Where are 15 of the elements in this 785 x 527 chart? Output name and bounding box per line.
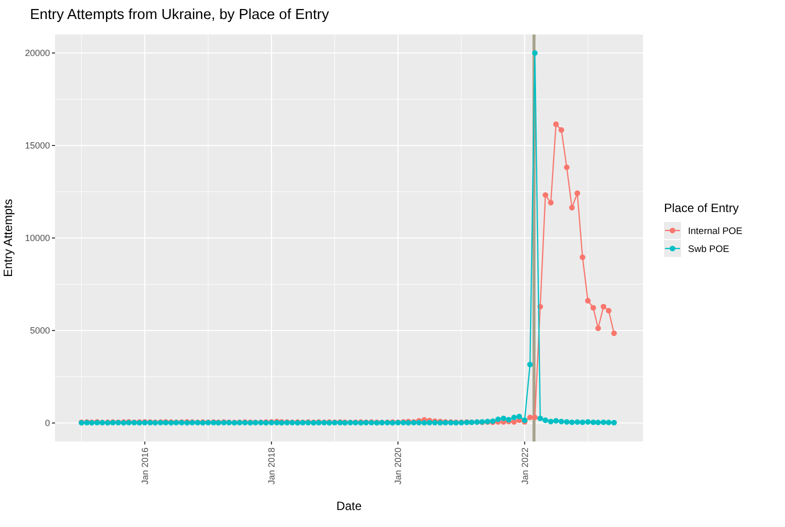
x-tick-label: Jan 2018 [266, 448, 277, 485]
x-tick-label: Jan 2022 [520, 448, 530, 485]
x-tick-label: Jan 2016 [140, 448, 150, 485]
legend-title: Place of Entry [664, 201, 739, 215]
legend-label: Internal POE [688, 226, 742, 237]
y-tick-label: 15000 [24, 140, 50, 151]
y-tick-label: 5000 [30, 326, 50, 336]
chart-title: Entry Attempts from Ukraine, by Place of Entry [30, 7, 330, 23]
y-tick-label: 10000 [24, 233, 50, 244]
y-tick-label: 0 [44, 418, 50, 428]
y-tick-label: 20000 [24, 48, 50, 58]
y-axis-title: Entry Attempts [1, 198, 15, 278]
legend-label: Swb POE [688, 244, 730, 255]
x-axis-title: Date [336, 499, 362, 513]
x-tick-label: Jan 2020 [393, 448, 404, 485]
